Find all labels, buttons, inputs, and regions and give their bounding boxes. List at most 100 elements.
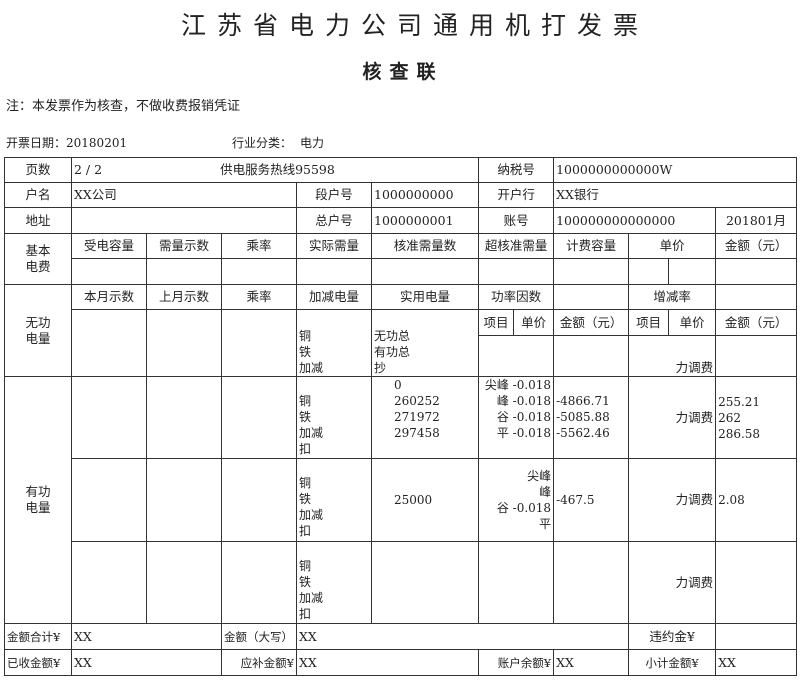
invoice-subtitle: 核查联 bbox=[362, 61, 444, 83]
active-cell bbox=[71, 541, 147, 624]
active-periods bbox=[478, 541, 555, 624]
active-cell bbox=[221, 376, 297, 459]
sub-header: 项目 bbox=[628, 309, 670, 336]
basic-cell bbox=[553, 258, 630, 285]
upper-value: XX bbox=[295, 623, 630, 650]
sub-header: 金额（元） bbox=[715, 309, 798, 336]
addr-label: 地址 bbox=[4, 207, 72, 234]
basic-header: 超核准需量 bbox=[478, 233, 555, 259]
pages-label: 页数 bbox=[4, 157, 72, 183]
penalty-label: 违约金¥ bbox=[628, 623, 717, 650]
reactive-adjust: 铜 铁 加减 bbox=[296, 309, 372, 377]
bank-label: 开户行 bbox=[478, 182, 555, 208]
active-fee-label: 力调费 bbox=[628, 376, 717, 459]
upper-label: 金额（大写） bbox=[221, 623, 297, 650]
reactive-cell bbox=[553, 335, 630, 377]
reactive-header: 本月示数 bbox=[71, 284, 147, 310]
active-fee-label: 力调费 bbox=[628, 458, 717, 542]
active-cell bbox=[146, 541, 222, 624]
active-adjust: 铜 铁 加减 扣 bbox=[296, 376, 372, 459]
reactive-cell bbox=[553, 284, 630, 310]
active-periods: 尖峰 峰 谷 -0.018 平 bbox=[478, 458, 555, 542]
reactive-used: 无功总 有功总 抄 bbox=[370, 309, 480, 377]
reactive-header: 实用电量 bbox=[370, 284, 480, 310]
sub-header: 项目 bbox=[478, 309, 515, 336]
bank-value: XX银行 bbox=[553, 182, 798, 208]
sub-header: 单价 bbox=[513, 309, 555, 336]
reactive-header: 功率因数 bbox=[478, 284, 555, 310]
basic-cell bbox=[628, 258, 670, 285]
tax-value: 1000000000000W bbox=[553, 157, 798, 183]
active-used bbox=[370, 541, 480, 624]
date-label: 开票日期： bbox=[6, 136, 67, 150]
invoice-table: 页数 2 / 2 供电服务热线95598 纳税号 1000000000000W 户… bbox=[4, 157, 798, 676]
basic-cell bbox=[296, 258, 372, 285]
basic-header: 单价 bbox=[628, 233, 717, 259]
active-fee: 255.21 262 286.58 bbox=[715, 376, 798, 459]
active-fee: 2.08 bbox=[715, 458, 798, 542]
basic-cell bbox=[221, 258, 297, 285]
tax-label: 纳税号 bbox=[478, 157, 555, 183]
total-label: 总户号 bbox=[296, 207, 372, 234]
account-label: 账号 bbox=[478, 207, 555, 234]
subtotal-label: 小计金额¥ bbox=[628, 649, 717, 676]
basic-cell bbox=[370, 258, 480, 285]
active-cell bbox=[146, 458, 222, 542]
invoice-date: 20180201 bbox=[66, 136, 128, 150]
active-periods: 尖峰 -0.018 峰 -0.018 谷 -0.018 平 -0.018 bbox=[478, 376, 555, 459]
due-value: XX bbox=[295, 649, 480, 676]
active-cell bbox=[221, 541, 297, 624]
received-value: XX bbox=[71, 649, 222, 676]
active-label: 有功 电量 bbox=[4, 376, 72, 624]
name-value: XX公司 bbox=[71, 182, 297, 208]
basic-cell bbox=[715, 258, 798, 285]
subtotal-value: XX bbox=[715, 649, 798, 676]
active-fee bbox=[715, 541, 798, 624]
basic-cell bbox=[668, 258, 717, 285]
seg-label: 段户号 bbox=[296, 182, 372, 208]
basic-header: 计费容量 bbox=[553, 233, 630, 259]
active-used: 0 260252 271972 297458 bbox=[370, 376, 480, 459]
basic-header: 核准需量数 bbox=[370, 233, 480, 259]
active-amounts bbox=[553, 541, 630, 624]
basic-header: 实际需量 bbox=[296, 233, 372, 259]
penalty-value bbox=[715, 623, 798, 650]
reactive-header: 增减率 bbox=[628, 284, 717, 310]
sub-header: 金额（元） bbox=[553, 309, 630, 336]
active-adjust: 铜 铁 加减 扣 bbox=[296, 541, 372, 624]
hotline: 供电服务热线95598 bbox=[220, 162, 335, 177]
received-label: 已收金额¥ bbox=[4, 649, 72, 676]
active-cell bbox=[71, 376, 147, 459]
invoice-title: 江苏省电力公司通用机打发票 bbox=[180, 11, 649, 40]
reactive-cell bbox=[715, 335, 798, 377]
reactive-cell bbox=[221, 309, 297, 377]
seg-value: 1000000000 bbox=[370, 182, 480, 208]
addr-value bbox=[71, 207, 297, 234]
reactive-label: 无功 电量 bbox=[4, 284, 72, 377]
invoice-note: 注：本发票作为核查，不做收费报销凭证 bbox=[6, 99, 241, 114]
active-cell bbox=[221, 458, 297, 542]
industry-value: 电力 bbox=[300, 136, 325, 150]
reactive-cell bbox=[146, 309, 222, 377]
reactive-header: 加减电量 bbox=[296, 284, 372, 310]
balance-value: XX bbox=[553, 649, 630, 676]
pages-value: 2 / 2 bbox=[74, 162, 103, 177]
active-amounts: -467.5 bbox=[553, 458, 630, 542]
reactive-header: 乘率 bbox=[221, 284, 297, 310]
basic-fee-label: 基本 电费 bbox=[4, 233, 72, 285]
reactive-cell bbox=[478, 335, 555, 377]
active-cell bbox=[71, 458, 147, 542]
name-label: 户名 bbox=[4, 182, 72, 208]
account-value: 100000000000000 bbox=[553, 207, 717, 234]
sum-label: 金额合计¥ bbox=[4, 623, 72, 650]
sub-header: 单价 bbox=[668, 309, 717, 336]
sum-value: XX bbox=[71, 623, 222, 650]
reactive-cell bbox=[71, 309, 147, 377]
industry-label: 行业分类： bbox=[232, 136, 293, 150]
balance-label: 账户余额¥ bbox=[478, 649, 555, 676]
total-value: 1000000001 bbox=[370, 207, 480, 234]
active-fee-label: 力调费 bbox=[628, 541, 717, 624]
reactive-fee-label: 力调费 bbox=[628, 335, 717, 377]
basic-header: 乘率 bbox=[221, 233, 297, 259]
basic-header: 需量示数 bbox=[146, 233, 222, 259]
